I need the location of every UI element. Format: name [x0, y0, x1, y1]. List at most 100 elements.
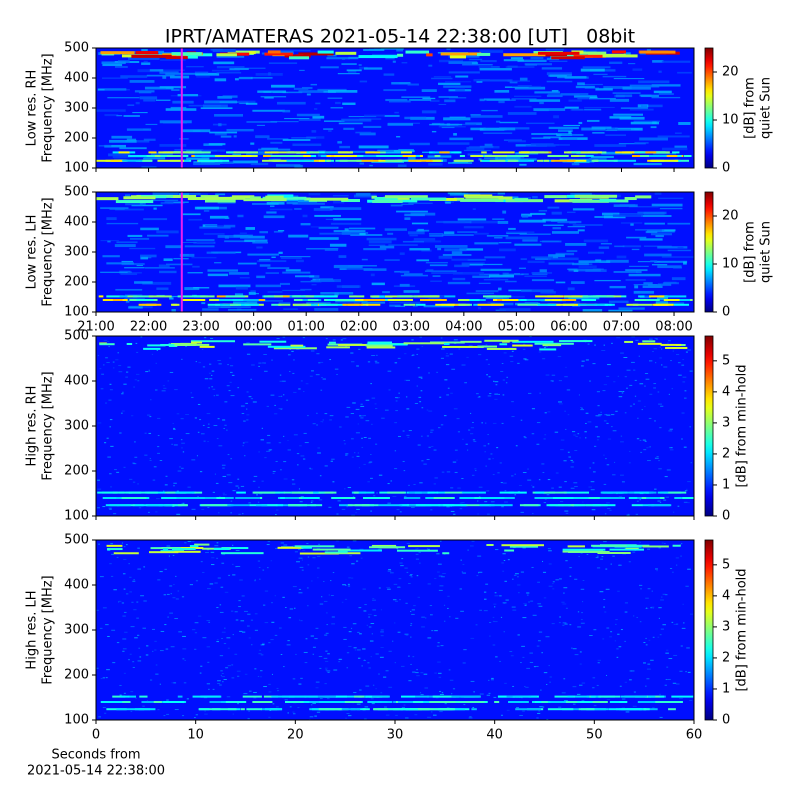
spectrogram-texture: [585, 155, 594, 157]
spectrogram-texture: [365, 695, 373, 698]
spectrogram-texture: [365, 151, 381, 154]
spectrogram-texture: [401, 706, 405, 708]
spectrogram-texture: [437, 563, 442, 565]
spectrogram-texture: [573, 695, 600, 698]
spectrogram-texture: [378, 587, 381, 589]
spectrogram-texture: [440, 357, 444, 359]
spectrogram-texture: [494, 398, 498, 400]
spectrogram-texture: [332, 339, 336, 341]
spectrogram-texture: [661, 348, 663, 350]
spectrogram-texture: [618, 396, 623, 398]
spectrogram-texture: [299, 619, 301, 621]
spectrogram-texture: [107, 240, 111, 243]
spectrogram-texture: [363, 299, 386, 301]
spectrogram-texture: [257, 501, 260, 503]
spectrogram-texture: [434, 630, 438, 632]
spectrogram-texture: [228, 574, 231, 576]
spectrogram-texture: [479, 504, 495, 507]
spectrogram-texture: [267, 567, 269, 569]
spectrogram-texture: [337, 73, 360, 75]
spectrogram-texture: [525, 64, 538, 66]
spectrogram-texture: [262, 569, 265, 571]
spectrogram-texture: [394, 468, 398, 470]
spectrogram-texture: [646, 548, 651, 550]
spectrogram-texture: [226, 474, 231, 476]
spectrogram-texture: [195, 580, 198, 582]
spectrogram-texture: [572, 431, 576, 433]
spectrogram-texture: [208, 621, 211, 623]
spectrogram-texture: [514, 105, 532, 108]
spectrogram-texture: [446, 471, 451, 473]
spectrogram-texture: [264, 97, 274, 99]
spectrogram-texture: [218, 363, 222, 365]
spectrogram-texture: [99, 576, 104, 578]
spectrogram-texture: [310, 197, 349, 201]
spectrogram-texture: [107, 456, 111, 458]
spectrogram-texture: [493, 278, 501, 281]
spectrogram-texture: [594, 279, 621, 282]
spectrogram-texture: [163, 594, 166, 596]
spectrogram-texture: [131, 415, 134, 417]
spectrogram-texture: [292, 372, 295, 374]
spectrogram-texture: [440, 645, 444, 647]
spectrogram-texture: [494, 592, 497, 594]
spectrogram-texture: [224, 235, 229, 239]
x-tick-label: 04:00: [445, 320, 482, 335]
spectrogram-texture: [327, 653, 330, 655]
spectrogram-texture: [517, 303, 541, 306]
spectrogram-texture: [502, 210, 507, 214]
spectrogram-texture: [445, 81, 472, 83]
spectrogram-texture: [269, 205, 275, 208]
spectrogram-texture: [560, 449, 564, 451]
spectrogram-texture: [309, 716, 314, 718]
spectrogram-texture: [443, 231, 455, 235]
spectrogram-texture: [621, 151, 644, 154]
spectrogram-texture: [181, 358, 183, 360]
spectrogram-texture: [356, 508, 360, 510]
spectrogram-texture: [258, 567, 261, 569]
spectrogram-texture: [543, 159, 550, 162]
spectrogram-texture: [110, 445, 114, 447]
spectrogram-texture: [155, 362, 157, 364]
spectrogram-texture: [270, 394, 275, 396]
spectrogram-texture: [562, 624, 565, 626]
spectrogram-texture: [457, 487, 461, 489]
spectrogram-texture: [359, 132, 376, 136]
spectrogram-texture: [203, 233, 225, 235]
spectrogram-texture: [618, 646, 622, 648]
spectrogram-texture: [399, 511, 402, 513]
spectrogram-texture: [246, 353, 251, 355]
spectrogram-texture: [645, 607, 648, 609]
spectrogram-texture: [137, 380, 140, 382]
spectrogram-texture: [221, 464, 226, 466]
spectrogram-texture: [522, 239, 538, 242]
spectrogram-texture: [102, 77, 128, 79]
spectrogram-texture: [277, 690, 280, 692]
spectrogram-texture: [278, 251, 283, 254]
x-tick-label: 21:00: [77, 320, 114, 335]
spectrogram-texture: [501, 562, 504, 564]
spectrogram-texture: [417, 444, 421, 446]
spectrogram-texture: [298, 592, 303, 594]
spectrogram-texture: [427, 695, 436, 698]
spectrogram-texture: [666, 469, 671, 471]
spectrogram-texture: [124, 631, 128, 633]
spectrogram-texture: [318, 543, 320, 545]
spectrogram-texture: [449, 192, 469, 196]
spectrogram-texture: [338, 122, 363, 125]
spectrogram-texture: [510, 57, 524, 60]
spectrogram-texture: [590, 155, 614, 159]
spectrogram-texture: [639, 238, 663, 241]
spectrogram-texture: [360, 403, 363, 405]
spectrogram-texture: [279, 282, 290, 286]
spectrogram-texture: [565, 701, 578, 703]
spectrogram-texture: [346, 667, 348, 669]
spectrogram-texture: [635, 195, 652, 199]
spectrogram-texture: [338, 549, 382, 552]
colorbar-tick-label: 3: [722, 619, 730, 634]
spectrogram-texture: [429, 123, 463, 126]
spectrogram-texture: [349, 295, 365, 298]
spectrogram-texture: [271, 621, 275, 623]
spectrogram-texture: [106, 222, 139, 225]
spectrogram-texture: [264, 622, 269, 624]
